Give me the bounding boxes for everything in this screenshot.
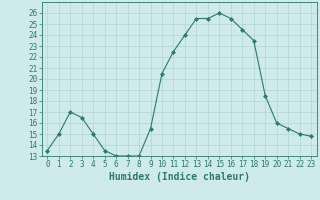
X-axis label: Humidex (Indice chaleur): Humidex (Indice chaleur) (109, 172, 250, 182)
